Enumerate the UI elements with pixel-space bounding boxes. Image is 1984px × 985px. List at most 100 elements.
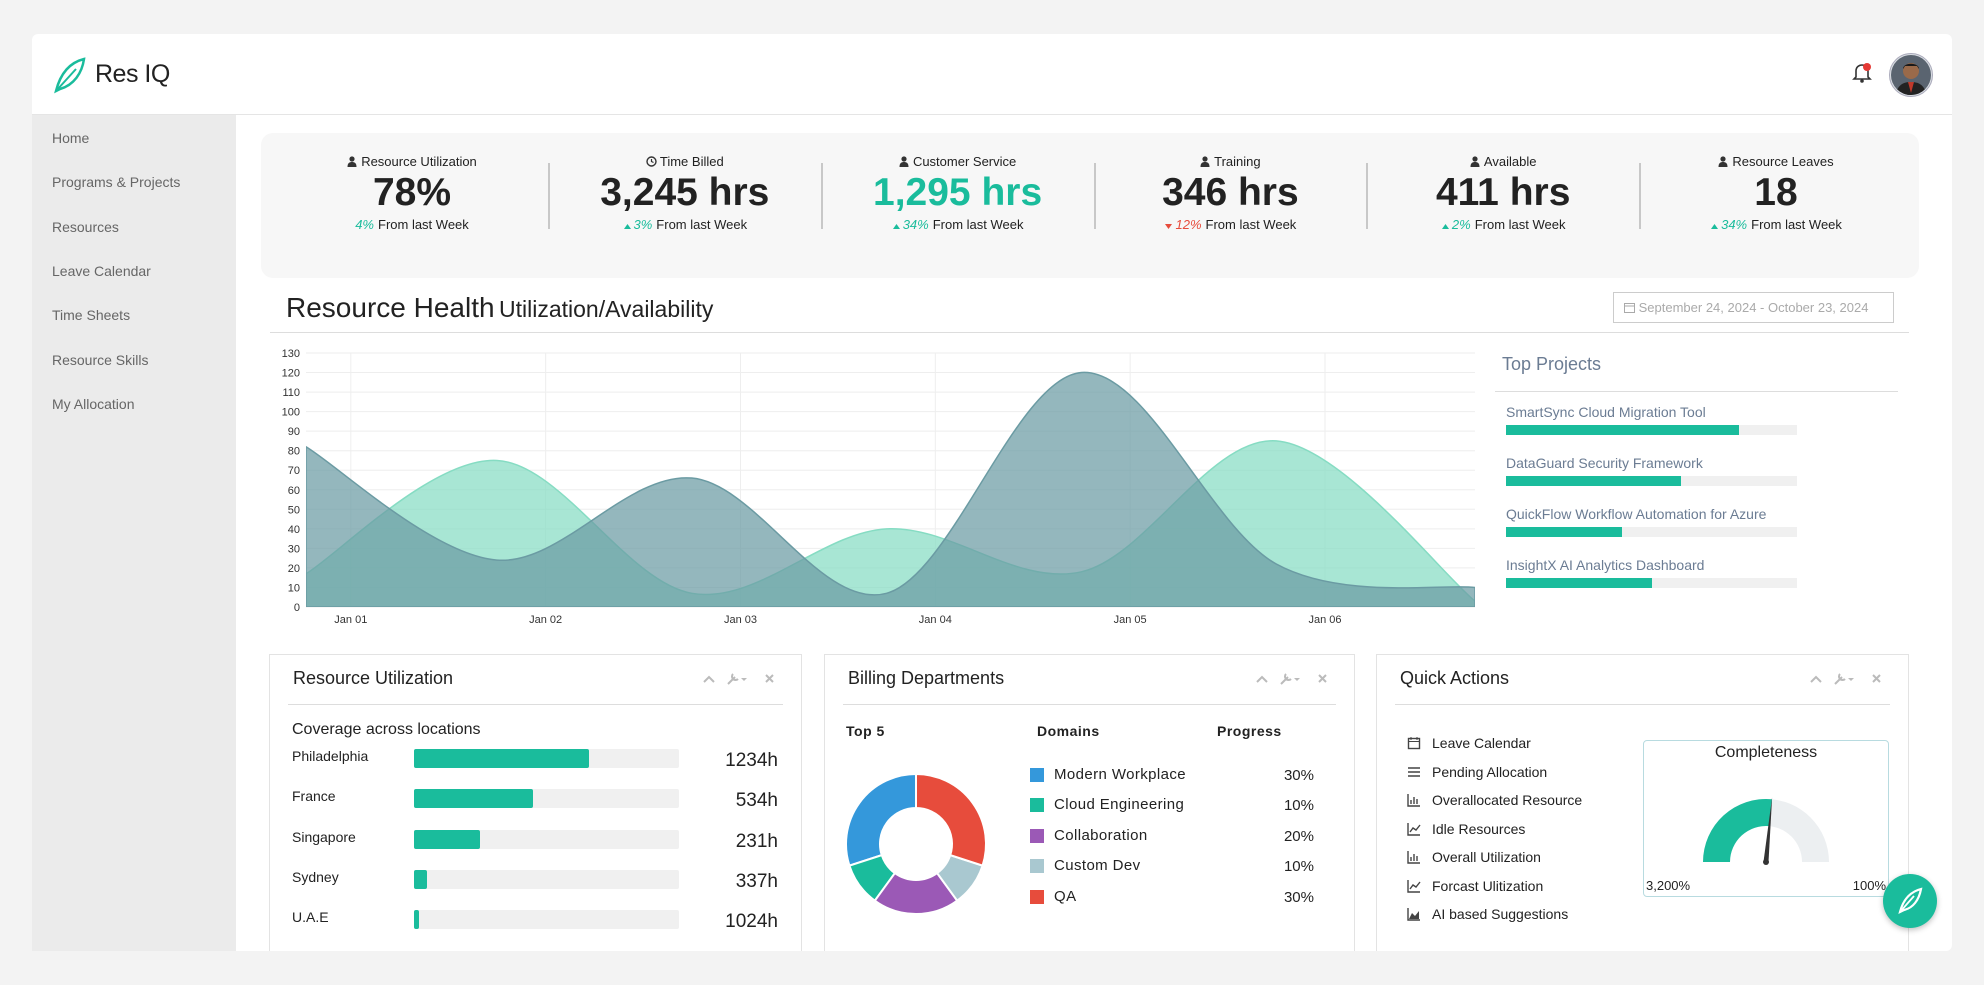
project-bar <box>1506 476 1681 486</box>
legend-swatch <box>1030 889 1044 904</box>
kpi-note: From last Week <box>1205 217 1297 232</box>
date-range-picker[interactable]: September 24, 2024 - October 23, 2024 <box>1613 292 1894 323</box>
nav-item[interactable]: My Allocation <box>52 395 135 412</box>
quick-action[interactable]: Leave Calendar <box>1432 735 1531 751</box>
kpi: Resource Utilization 78% 4% From last Week <box>276 154 548 232</box>
y-tick-label: 60 <box>288 485 300 497</box>
kpi-note: From last Week <box>378 217 469 232</box>
notification-bell[interactable] <box>1852 62 1872 84</box>
action-icon <box>1407 737 1421 750</box>
trend-arrow <box>892 224 900 229</box>
project-name: SmartSync Cloud Migration Tool <box>1506 404 1706 420</box>
kpi: Available 411 hrs 2% From last Week <box>1367 154 1639 232</box>
y-tick-label: 100 <box>282 407 300 419</box>
gauge <box>1703 797 1829 865</box>
kpi-label-row: Time Billed <box>549 154 821 169</box>
donut-segment <box>845 772 917 867</box>
panel-controls <box>1810 673 1881 685</box>
project-bar <box>1506 425 1739 435</box>
kpi-change: 12% <box>1175 217 1202 232</box>
y-tick-label: 90 <box>288 426 300 438</box>
quick-action[interactable]: Pending Allocation <box>1432 763 1548 780</box>
top-projects-title: Top Projects <box>1502 354 1602 374</box>
project-track <box>1506 527 1797 537</box>
kpi-label-row: Available <box>1367 154 1639 169</box>
fab-button[interactable] <box>1883 874 1937 928</box>
nav-item[interactable]: Time Sheets <box>52 307 131 324</box>
location-hours: 337h <box>735 870 778 892</box>
kpi-label: Training <box>1214 154 1261 169</box>
action-icon <box>1407 822 1421 836</box>
avatar[interactable] <box>1889 53 1933 97</box>
kpi-change: 34% <box>1721 217 1748 232</box>
kpi-icon <box>1470 156 1480 167</box>
location-hours: 1234h <box>725 750 778 771</box>
location-hours: 231h <box>735 830 778 852</box>
nav-item[interactable]: Programs & Projects <box>52 174 181 191</box>
quick-action[interactable]: Idle Resources <box>1432 820 1526 837</box>
kpi: Customer Service 1,295 hrs 34% From last We… <box>822 154 1094 232</box>
location: Singapore <box>292 828 356 845</box>
domain-name: Modern Workplace <box>1054 766 1187 783</box>
kpi-icon <box>1718 156 1728 167</box>
kpi-icon <box>1200 156 1210 167</box>
kpi-change-row: 4% From last Week <box>276 217 548 232</box>
kpi-divider <box>1639 163 1642 229</box>
gauge-min: 3,200% <box>1646 878 1691 893</box>
domain-name: QA <box>1054 887 1077 905</box>
kpi-note: From last Week <box>656 217 748 232</box>
quick-action[interactable]: Forcast Ulitization <box>1432 877 1544 894</box>
location-track <box>414 829 679 849</box>
calendar-icon <box>1624 303 1635 313</box>
legend-swatch <box>1030 859 1044 874</box>
kpi-value: 78% <box>372 171 452 214</box>
y-tick-label: 110 <box>282 387 300 399</box>
kpi-change-row: 2% From last Week <box>1367 217 1639 232</box>
project-name: InsightX AI Analytics Dashboard <box>1506 557 1705 573</box>
kpi-label: Time Billed <box>659 154 724 169</box>
nav-item[interactable]: Home <box>52 130 90 146</box>
kpi-change: 4% <box>355 217 374 232</box>
kpi-divider <box>1366 163 1369 229</box>
column-header: Top 5 <box>846 723 885 739</box>
logo-icon <box>54 57 86 94</box>
section-divider <box>270 332 1909 333</box>
x-tick-label: Jan 01 <box>334 614 367 626</box>
nav-item[interactable]: Resources <box>52 218 119 235</box>
x-tick-label: Jan 05 <box>1114 614 1147 626</box>
gauge-title: Completeness <box>1714 744 1818 761</box>
nav-item[interactable]: Leave Calendar <box>52 262 151 279</box>
location-hours: 1024h <box>725 911 778 933</box>
panel-title: Quick Actions <box>1400 668 1510 688</box>
location-track <box>414 789 679 809</box>
panel <box>1376 654 1909 951</box>
donut-segment <box>915 772 987 867</box>
legend-swatch <box>1030 828 1044 843</box>
trend-arrow <box>1441 224 1449 229</box>
project-track <box>1506 578 1797 588</box>
column-header: Domains <box>1037 723 1100 739</box>
kpi-value: 411 hrs <box>1435 171 1571 214</box>
kpi: Time Billed 3,245 hrs 3% From last Week <box>549 154 821 232</box>
gauge-card <box>1643 740 1889 897</box>
kpi-note: From last Week <box>932 217 1024 232</box>
y-tick-label: 70 <box>288 465 300 477</box>
action-icon <box>1407 794 1420 807</box>
nav-item[interactable]: Resource Skills <box>52 351 149 368</box>
panel-divider <box>288 704 783 705</box>
kpi-label: Available <box>1483 154 1537 169</box>
quick-action[interactable]: Overallocated Resource <box>1432 792 1583 808</box>
quick-action[interactable]: Overall Utilization <box>1432 849 1541 865</box>
kpi-label: Resource Leaves <box>1732 154 1834 169</box>
kpi-change-row: 3% From last Week <box>549 217 821 232</box>
kpi-panel <box>261 133 1919 278</box>
kpi-label: Resource Utilization <box>361 154 477 169</box>
y-tick-label: 130 <box>282 348 300 360</box>
kpi-label-row: Training <box>1094 154 1366 169</box>
action-icon <box>1407 879 1421 893</box>
project-track <box>1506 425 1797 435</box>
kpi-label: Customer Service <box>912 154 1017 169</box>
gauge-needle <box>1763 797 1773 863</box>
kpi-change: 3% <box>633 217 653 232</box>
quick-action[interactable]: AI based Suggestions <box>1432 906 1569 922</box>
